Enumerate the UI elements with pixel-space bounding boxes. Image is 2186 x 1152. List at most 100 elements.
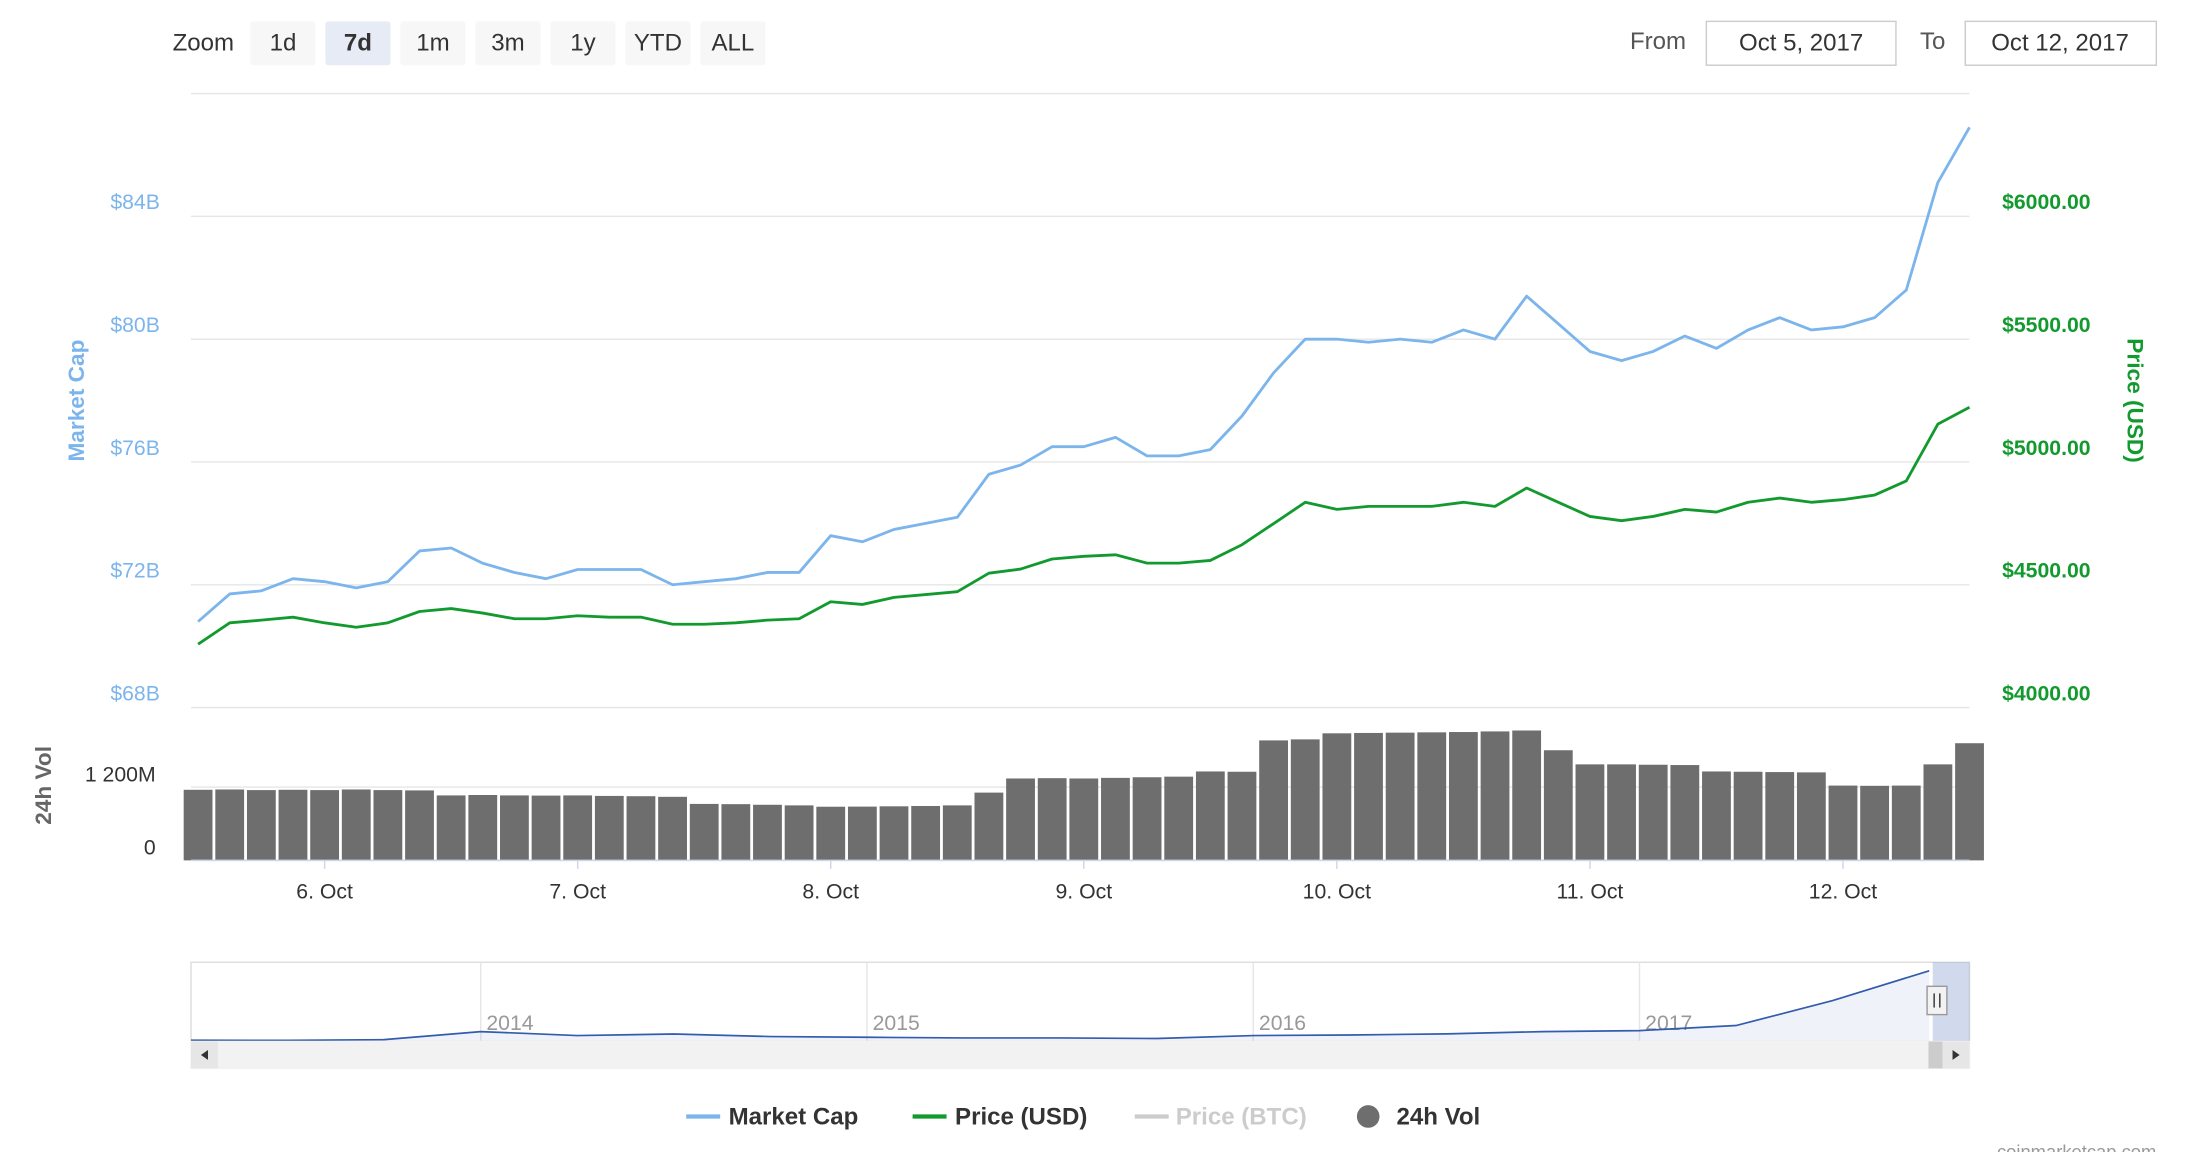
legend-label[interactable]: 24h Vol bbox=[1396, 1103, 1480, 1130]
series-line bbox=[197, 126, 1971, 623]
x-tick-label: 7. Oct bbox=[549, 881, 606, 904]
from-label: From bbox=[1630, 28, 1686, 55]
y-axis-title: 24h Vol bbox=[31, 746, 56, 825]
volume-bar bbox=[1385, 732, 1415, 861]
scrollbar-thumb[interactable] bbox=[1928, 1041, 1943, 1069]
volume-bar bbox=[879, 806, 909, 861]
zoom-button[interactable] bbox=[400, 21, 466, 66]
zoom-button[interactable] bbox=[700, 21, 766, 66]
y-tick-label: $76B bbox=[110, 437, 160, 460]
volume-bar bbox=[1227, 771, 1257, 861]
volume-bar bbox=[1195, 771, 1225, 861]
volume-bar bbox=[721, 804, 751, 861]
volume-bar bbox=[1860, 785, 1890, 861]
zoom-button[interactable] bbox=[250, 21, 316, 66]
y-tick-label: $84B bbox=[110, 191, 160, 214]
volume-bar bbox=[1733, 771, 1763, 861]
volume-bar bbox=[1417, 732, 1447, 861]
zoom-button[interactable] bbox=[550, 21, 616, 66]
volume-bar bbox=[563, 795, 593, 861]
credits[interactable]: coinmarketcap.com bbox=[1997, 1141, 2156, 1152]
y2-tick-label: $4500.00 bbox=[2002, 560, 2091, 583]
zoom-button-label[interactable]: 1d bbox=[270, 29, 297, 56]
volume-bar bbox=[658, 796, 687, 861]
x-tick-label: 6. Oct bbox=[296, 881, 353, 904]
volume-bar bbox=[847, 806, 877, 861]
volume-bar bbox=[942, 805, 972, 861]
y-tick-label: $80B bbox=[110, 314, 160, 337]
y-tick-label: $68B bbox=[110, 682, 160, 705]
y2-axis-title: Price (USD) bbox=[2123, 338, 2148, 462]
volume-bar bbox=[1132, 777, 1162, 861]
navigator-handle[interactable] bbox=[1926, 985, 1948, 1016]
arrow bbox=[1952, 1049, 1960, 1060]
volume-bar bbox=[183, 789, 213, 861]
volume-bar bbox=[1512, 730, 1542, 861]
zoom-button-label[interactable]: 1y bbox=[570, 29, 595, 56]
volume-bar bbox=[626, 796, 656, 861]
navigator-label: 2016 bbox=[1259, 1012, 1306, 1035]
volume-bar bbox=[1955, 743, 1984, 861]
volume-bar bbox=[753, 804, 782, 861]
x-tick-label: 8. Oct bbox=[802, 881, 859, 904]
to-value[interactable]: Oct 12, 2017 bbox=[1991, 29, 2129, 56]
from-value[interactable]: Oct 5, 2017 bbox=[1739, 29, 1863, 56]
legend-label[interactable]: Price (BTC) bbox=[1176, 1103, 1307, 1130]
x-tick-label: 11. Oct bbox=[1557, 881, 1624, 904]
volume-bar bbox=[1006, 778, 1035, 861]
navigator-line bbox=[191, 969, 1930, 1042]
volume-bar bbox=[1891, 785, 1921, 861]
legend-symbol[interactable] bbox=[1356, 1105, 1380, 1128]
from-input[interactable] bbox=[1705, 20, 1897, 66]
scrollbar-track bbox=[190, 1040, 1971, 1070]
volume-bar bbox=[215, 789, 245, 861]
to-input[interactable] bbox=[1964, 20, 2157, 66]
zoom-button-label[interactable]: 3m bbox=[491, 29, 524, 56]
volume-bar bbox=[816, 806, 846, 861]
zoom-button[interactable] bbox=[475, 21, 541, 66]
y-tick-label: 1 200M bbox=[85, 763, 156, 786]
volume-bar bbox=[784, 805, 814, 861]
legend-label[interactable]: Price (USD) bbox=[955, 1103, 1087, 1130]
zoom-button-label[interactable]: 1m bbox=[416, 29, 449, 56]
volume-bar bbox=[310, 790, 340, 861]
volume-bar bbox=[1164, 776, 1194, 861]
series-line bbox=[197, 405, 1971, 646]
y-axis-title: Market Cap bbox=[64, 340, 89, 462]
x-tick-label: 12. Oct bbox=[1809, 881, 1878, 904]
volume-bar bbox=[1322, 733, 1352, 861]
navigator-label: 2014 bbox=[486, 1012, 533, 1035]
y2-tick-label: $5500.00 bbox=[2002, 314, 2091, 337]
y-tick-label: 0 bbox=[144, 837, 156, 860]
volume-bar bbox=[1354, 732, 1383, 861]
zoom-button[interactable] bbox=[325, 21, 391, 66]
volume-bar bbox=[436, 795, 466, 861]
navigator-area bbox=[191, 970, 1930, 1042]
y-tick-label: $72B bbox=[110, 560, 160, 583]
legend-label[interactable]: Market Cap bbox=[729, 1103, 859, 1130]
volume-bar bbox=[246, 790, 276, 861]
volume-bar bbox=[278, 789, 308, 861]
y2-tick-label: $4000.00 bbox=[2002, 682, 2091, 705]
zoom-button-label[interactable]: ALL bbox=[712, 29, 755, 56]
volume-bar bbox=[373, 790, 403, 861]
x-tick-label: 9. Oct bbox=[1055, 881, 1112, 904]
volume-bar bbox=[1670, 765, 1700, 861]
volume-bar bbox=[1290, 739, 1320, 861]
zoom-button-label[interactable]: 7d bbox=[344, 29, 372, 56]
volume-bar bbox=[974, 792, 1004, 861]
x-tick-label: 10. Oct bbox=[1303, 881, 1372, 904]
zoom-label: Zoom bbox=[173, 29, 234, 56]
volume-bar bbox=[594, 795, 624, 861]
volume-bar bbox=[1923, 764, 1953, 861]
volume-bar bbox=[1480, 731, 1510, 861]
volume-bar bbox=[1575, 764, 1605, 861]
zoom-button[interactable] bbox=[625, 21, 691, 66]
volume-bar bbox=[1101, 777, 1130, 861]
volume-bar bbox=[1828, 785, 1858, 861]
volume-bar bbox=[1702, 771, 1731, 861]
zoom-button-label[interactable]: YTD bbox=[634, 29, 682, 56]
y2-tick-label: $5000.00 bbox=[2002, 437, 2091, 460]
volume-bar bbox=[1448, 732, 1478, 861]
